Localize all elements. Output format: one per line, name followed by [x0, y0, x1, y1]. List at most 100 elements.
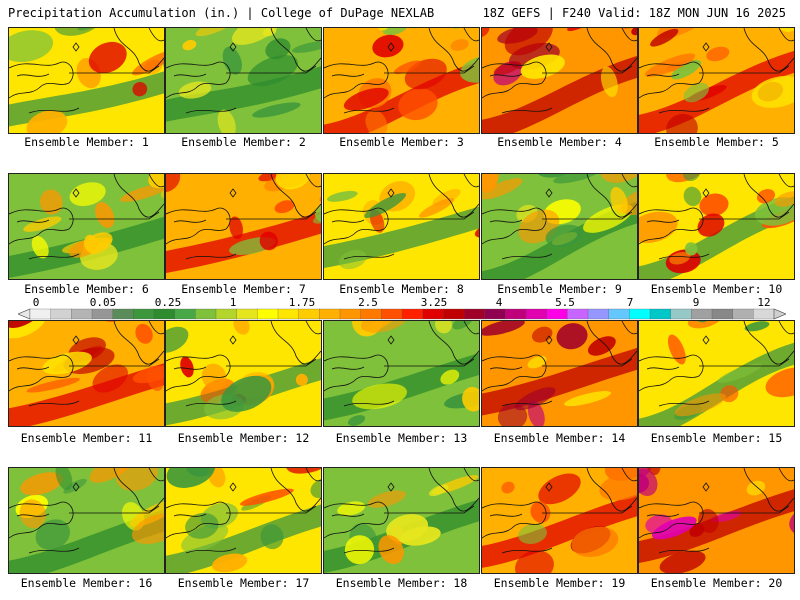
color-scale-bar: [18, 308, 786, 320]
scale-color-swatch: [29, 308, 52, 320]
ensemble-map-panel: [638, 467, 795, 574]
scale-color-swatch: [91, 308, 114, 320]
precip-field: [639, 468, 794, 573]
precip-field: [166, 174, 321, 279]
precip-field: [166, 321, 321, 426]
precip-field: [9, 174, 164, 279]
ensemble-map-panel: [323, 320, 480, 427]
scale-color-swatch: [608, 308, 630, 320]
scale-tick-label: 0.05: [89, 296, 117, 309]
ensemble-member-label: Ensemble Member: 9: [497, 282, 622, 296]
ensemble-member-label: Ensemble Member: 20: [650, 576, 783, 590]
scale-color-swatch: [670, 308, 692, 320]
precip-field: [639, 174, 794, 279]
scale-color-swatch: [257, 308, 279, 320]
valid-time-label: 18Z GEFS | F240 Valid: 18Z MON JUN 16 20…: [482, 6, 786, 20]
scale-tick-label: 0.25: [154, 296, 182, 309]
ensemble-map-panel: [638, 27, 795, 134]
precip-field: [166, 28, 321, 133]
scale-color-swatch: [112, 308, 134, 320]
scale-color-swatch: [753, 308, 775, 320]
scale-tick-label: 7: [626, 296, 634, 309]
scale-tick-label: 3.25: [420, 296, 448, 309]
scale-color-swatch: [484, 308, 506, 320]
ensemble-member-label: Ensemble Member: 1: [24, 135, 149, 149]
ensemble-map-panel: [638, 173, 795, 280]
scale-color-swatch: [525, 308, 548, 320]
scale-tick-label: 2.5: [358, 296, 378, 309]
ensemble-member-label: Ensemble Member: 2: [181, 135, 306, 149]
scale-color-swatch: [587, 308, 610, 320]
scale-color-swatch: [298, 308, 320, 320]
ensemble-member-label: Ensemble Member: 3: [339, 135, 464, 149]
ensemble-map-panel: [8, 320, 165, 427]
scale-color-swatch: [711, 308, 734, 320]
ensemble-member-label: Ensemble Member: 16: [20, 576, 153, 590]
ensemble-member-label: Ensemble Member: 19: [493, 576, 626, 590]
scale-color-swatch: [691, 308, 713, 320]
scale-tick-label: 12: [757, 296, 771, 309]
scale-tick-label: 9: [692, 296, 700, 309]
scale-color-swatch: [546, 308, 568, 320]
page-title: Precipitation Accumulation (in.) | Colle…: [8, 6, 435, 20]
precip-field: [324, 468, 479, 573]
precip-field: [9, 28, 164, 133]
scale-color-swatch: [319, 308, 341, 320]
ensemble-map-panel: [481, 27, 638, 134]
color-scale-labels: 0 0.05 0.25 1 1.75 2.5 3.25 4 5.5 7 9 12: [0, 296, 800, 309]
scale-color-swatch: [422, 308, 444, 320]
ensemble-map-panel: [323, 467, 480, 574]
scale-color-swatch: [133, 308, 155, 320]
ensemble-map-panel: [8, 173, 165, 280]
precip-field: [639, 28, 794, 133]
ensemble-member-label: Ensemble Member: 5: [654, 135, 779, 149]
ensemble-map-panel: [165, 173, 322, 280]
scale-color-swatch: [339, 308, 362, 320]
scale-color-swatch: [360, 308, 382, 320]
precip-field: [9, 321, 164, 426]
scale-max-arrow: [773, 308, 786, 320]
ensemble-map-panel: [8, 467, 165, 574]
scale-color-swatch: [174, 308, 196, 320]
precip-field: [482, 28, 637, 133]
scale-min-arrow: [18, 308, 31, 320]
ensemble-member-label: Ensemble Member: 11: [20, 431, 153, 445]
ensemble-member-label: Ensemble Member: 13: [335, 431, 468, 445]
ensemble-map-panel: [638, 320, 795, 427]
scale-color-swatch: [153, 308, 176, 320]
ensemble-map-panel: [165, 27, 322, 134]
ensemble-map-panel: [481, 173, 638, 280]
scale-tick-label: 1: [229, 296, 237, 309]
ensemble-member-label: Ensemble Member: 7: [181, 282, 306, 296]
scale-color-swatch: [50, 308, 72, 320]
scale-color-swatch: [71, 308, 93, 320]
ensemble-map-panel: [165, 320, 322, 427]
scale-color-swatch: [195, 308, 217, 320]
scale-color-swatch: [277, 308, 300, 320]
precip-field: [166, 468, 321, 573]
ensemble-member-label: Ensemble Member: 4: [497, 135, 622, 149]
precip-field: [639, 321, 794, 426]
ensemble-member-label: Ensemble Member: 8: [339, 282, 464, 296]
precip-field: [482, 174, 637, 279]
ensemble-map-panel: [323, 27, 480, 134]
scale-color-swatch: [463, 308, 486, 320]
scale-color-swatch: [443, 308, 465, 320]
ensemble-map-panel: [481, 467, 638, 574]
ensemble-member-label: Ensemble Member: 17: [177, 576, 310, 590]
scale-color-swatch: [215, 308, 238, 320]
ensemble-member-label: Ensemble Member: 18: [335, 576, 468, 590]
ensemble-member-label: Ensemble Member: 12: [177, 431, 310, 445]
precip-field: [482, 468, 637, 573]
precip-field: [324, 174, 479, 279]
ensemble-map-panel: [323, 173, 480, 280]
scale-color-swatch: [649, 308, 672, 320]
scale-tick-label: 0: [32, 296, 40, 309]
scale-tick-label: 5.5: [555, 296, 575, 309]
ensemble-member-label: Ensemble Member: 10: [650, 282, 783, 296]
precip-field: [324, 28, 479, 133]
ensemble-member-label: Ensemble Member: 6: [24, 282, 149, 296]
scale-tick-label: 1.75: [288, 296, 316, 309]
ensemble-member-label: Ensemble Member: 14: [493, 431, 626, 445]
precip-field: [9, 468, 164, 573]
